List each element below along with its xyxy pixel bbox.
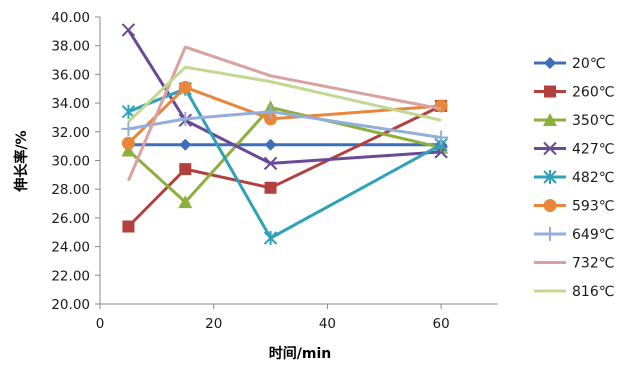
data-point: [264, 112, 278, 126]
series-6: [121, 104, 449, 145]
data-point: [122, 220, 135, 233]
data-point: [434, 130, 449, 145]
legend-label: 593℃: [572, 199, 614, 215]
series-line: [127, 29, 442, 165]
legend-item: 260℃: [534, 85, 614, 101]
data-point: [178, 195, 193, 209]
legend-label: 482℃: [572, 170, 614, 186]
data-point: [264, 138, 277, 151]
legend-label: 732℃: [572, 256, 614, 272]
x-tick-label: 20: [205, 316, 222, 332]
data-point: [178, 80, 192, 94]
series-7: [127, 45, 442, 182]
legend-marker: [543, 113, 557, 126]
series-0: [122, 138, 448, 151]
legend-marker: [544, 57, 556, 69]
legend-marker: [543, 141, 557, 156]
data-point: [434, 99, 448, 113]
series-line: [128, 110, 442, 139]
x-tick-label: 60: [433, 316, 450, 332]
y-tick-label: 32.00: [51, 125, 90, 141]
series-line: [127, 45, 442, 182]
data-point: [121, 143, 136, 157]
legend-label: 350℃: [572, 113, 614, 129]
data-point: [179, 163, 192, 176]
y-tick-labels: 20.00 22.00 24.00 26.00 28.00 30.00 32.00 34.00…: [51, 10, 90, 313]
legend-item: 593℃: [534, 199, 614, 215]
data-point: [121, 136, 135, 150]
y-axis-title: 伸长率/%: [13, 130, 30, 192]
data-point: [264, 181, 277, 194]
legend-marker: [543, 199, 557, 212]
legend-item: 649℃: [534, 227, 614, 243]
legend-item: 20℃: [534, 56, 606, 72]
legend-label: 260℃: [572, 85, 614, 101]
x-tick-labels: 0 20 40 60: [96, 316, 450, 332]
data-point: [179, 138, 192, 151]
y-tick-label: 40.00: [51, 10, 90, 26]
data-point: [263, 230, 278, 245]
y-tick-label: 34.00: [51, 96, 90, 112]
series-line: [127, 105, 442, 204]
series-3: [121, 23, 448, 171]
data-point: [121, 121, 136, 136]
legend-marker: [543, 227, 557, 241]
y-tick-label: 30.00: [51, 154, 90, 170]
legend-item: 427℃: [534, 142, 614, 158]
y-tick-label: 38.00: [51, 39, 90, 55]
axes: [95, 16, 498, 309]
series-8: [127, 65, 442, 123]
y-tick-label: 28.00: [51, 182, 90, 198]
series-line: [127, 87, 442, 240]
legend-item: 732℃: [534, 256, 614, 272]
y-tick-label: 22.00: [51, 268, 90, 284]
legend-item: 482℃: [534, 170, 614, 186]
legend-item: 350℃: [534, 113, 614, 129]
series-line: [127, 104, 442, 228]
data-point: [263, 156, 278, 171]
y-tick-label: 36.00: [51, 67, 90, 83]
x-tick-label: 40: [319, 316, 336, 332]
y-tick-label: 24.00: [51, 240, 90, 256]
series-line: [127, 65, 442, 123]
data-point: [263, 104, 278, 119]
legend-marker: [544, 85, 556, 98]
legend-label: 427℃: [572, 142, 614, 158]
x-axis-title: 时间/min: [269, 345, 331, 362]
series-1: [122, 99, 448, 233]
series-group: [121, 23, 449, 245]
data-point: [121, 23, 136, 37]
legend-label: 649℃: [572, 227, 614, 243]
y-tick-label: 20.00: [51, 297, 90, 313]
legend-label: 816℃: [572, 284, 614, 300]
y-tick-label: 26.00: [51, 211, 90, 227]
data-point: [178, 111, 193, 126]
data-point: [121, 104, 136, 119]
legend: 20℃ 260℃ 350℃ 427℃ 482℃ 593℃ 649℃ 732℃ 816℃: [534, 56, 614, 300]
legend-marker: [543, 170, 557, 184]
legend-label: 20℃: [572, 56, 606, 72]
legend-item: 816℃: [534, 284, 614, 300]
x-tick-label: 0: [96, 316, 105, 332]
